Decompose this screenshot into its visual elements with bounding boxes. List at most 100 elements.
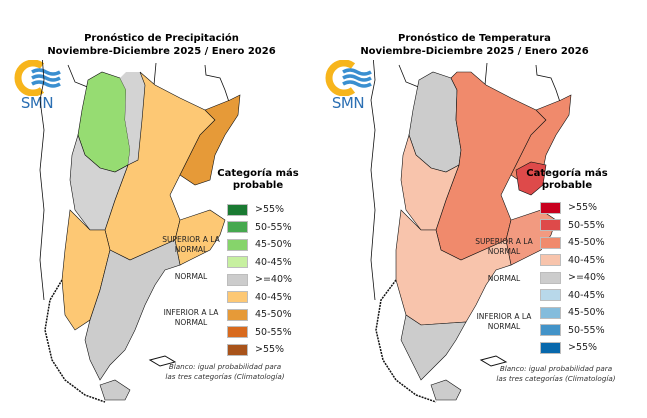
title-line-1: Pronóstico de Precipitación <box>84 33 239 44</box>
legend-item: 45-50% <box>540 304 605 322</box>
legend-swatch <box>227 343 248 356</box>
smn-logo: SMN <box>12 59 62 112</box>
note-line-1: Blanco: igual probabilidad para <box>499 364 613 373</box>
precipitation-legend: >55% 50-55% 45-50% 40-45% >=40% 40-45% 45-50% 5… <box>227 201 292 359</box>
legend-label: >55% <box>568 342 598 354</box>
region-north-neutral <box>120 72 145 165</box>
legend-swatch <box>227 203 248 216</box>
legend-item: 40-45% <box>227 254 292 272</box>
legend-label: 50-55% <box>568 324 605 336</box>
group-label-superior: SUPERIOR A LA NORMAL <box>162 235 220 254</box>
legend-item: >55% <box>227 201 292 219</box>
legend-swatch <box>540 324 561 337</box>
legend-swatch <box>540 201 561 214</box>
smn-logo-icon <box>325 59 372 97</box>
title-line-2: Noviembre-Diciembre 2025 / Enero 2026 <box>360 46 589 57</box>
legend-swatch <box>540 271 561 284</box>
smn-logo: SMN <box>323 59 373 112</box>
note-line-1: Blanco: igual probabilidad para <box>168 362 282 371</box>
legend-label: >55% <box>568 202 598 214</box>
group-label-normal: NORMAL <box>487 274 521 283</box>
group-label-superior: SUPERIOR A LA NORMAL <box>475 237 533 256</box>
legend-label: >=40% <box>568 272 606 284</box>
legend-title-line-1: Categoría más <box>217 168 299 179</box>
paraguay-border-line <box>153 62 157 86</box>
legend-item: 40-45% <box>540 287 605 305</box>
logo-text: SMN <box>20 94 54 112</box>
temperature-panel: Pronóstico de Temperatura Noviembre-Dici… <box>323 0 646 418</box>
malvinas-islands <box>479 355 508 367</box>
legend-item: >55% <box>540 199 605 217</box>
legend-label: 40-45% <box>255 256 292 268</box>
logo-text: SMN <box>331 94 365 112</box>
region-south <box>400 314 467 381</box>
legend-title-line-1: Categoría más <box>526 168 608 179</box>
legend-swatch <box>540 254 561 267</box>
legend-item: >=40% <box>540 269 605 287</box>
region-northeast <box>179 94 241 186</box>
legend-item: >55% <box>227 341 292 359</box>
legend-item: 45-50% <box>540 234 605 252</box>
note-line-2: las tres categorías (Climatología) <box>496 373 616 383</box>
region-west-center <box>69 134 129 231</box>
climatology-note: Blanco: igual probabilidad para las tres… <box>150 362 300 381</box>
climatology-note: Blanco: igual probabilidad para las tres… <box>481 364 631 383</box>
precipitation-map <box>39 60 241 403</box>
region-patagonia <box>395 209 512 326</box>
legend-label: 40-45% <box>568 289 605 301</box>
region-hotspot <box>515 161 547 196</box>
legend-label: 45-50% <box>568 307 605 319</box>
legend-item: 50-55% <box>540 322 605 340</box>
legend-item: 45-50% <box>227 306 292 324</box>
legend-swatch <box>540 341 561 354</box>
legend-label: 45-50% <box>255 239 292 251</box>
title-line-2: Noviembre-Diciembre 2025 / Enero 2026 <box>47 46 276 57</box>
legend-label: 45-50% <box>568 237 605 249</box>
group-label-inferior: INFERIOR A LA NORMAL <box>163 308 219 327</box>
legend-item: 45-50% <box>227 236 292 254</box>
group-label-normal: NORMAL <box>174 272 208 281</box>
region-tierra-del-fuego <box>430 379 462 401</box>
note-line-2: las tres categorías (Climatología) <box>165 371 285 381</box>
chile-coastline <box>44 279 106 403</box>
legend-item: 50-55% <box>227 219 292 237</box>
legend-title: Categoría más probable <box>208 168 308 192</box>
title-line-1: Pronóstico de Temperatura <box>398 33 551 44</box>
legend-title: Categoría más probable <box>517 168 617 192</box>
legend-item: 40-45% <box>227 289 292 307</box>
temperature-map <box>370 60 572 403</box>
legend-item: 40-45% <box>540 252 605 270</box>
region-patagonia-east <box>84 239 181 381</box>
legend-label: 50-55% <box>255 326 292 338</box>
precipitation-title: Pronóstico de Precipitación Noviembre-Di… <box>0 32 323 58</box>
chile-border-line <box>370 60 376 301</box>
legend-item: >55% <box>540 339 605 357</box>
legend-item: 50-55% <box>227 324 292 342</box>
legend-label: >=40% <box>255 274 293 286</box>
group-label-inferior: INFERIOR A LA NORMAL <box>476 312 532 331</box>
legend-item: >=40% <box>227 271 292 289</box>
legend-label: >55% <box>255 344 285 356</box>
legend-label: 50-55% <box>255 221 292 233</box>
legend-swatch <box>227 256 248 269</box>
legend-swatch <box>540 289 561 302</box>
legend-label: 40-45% <box>568 254 605 266</box>
smn-logo-icon <box>14 59 61 97</box>
region-west-center <box>400 134 460 231</box>
paraguay-border-line <box>484 62 488 86</box>
region-tierra-del-fuego <box>99 379 131 401</box>
region-center-north <box>435 71 547 261</box>
legend-swatch <box>227 308 248 321</box>
legend-swatch <box>227 326 248 339</box>
legend-label: 40-45% <box>255 291 292 303</box>
legend-label: 50-55% <box>568 219 605 231</box>
legend-label: 45-50% <box>255 309 292 321</box>
legend-label: >55% <box>255 204 285 216</box>
malvinas-islands <box>148 355 177 367</box>
legend-swatch <box>227 238 248 251</box>
legend-title-line-2: probable <box>232 180 284 191</box>
legend-item: 50-55% <box>540 217 605 235</box>
legend-swatch <box>227 221 248 234</box>
legend-title-line-2: probable <box>541 180 593 191</box>
temperature-legend: >55% 50-55% 45-50% 40-45% >=40% 40-45% 45-50% 5… <box>540 199 605 357</box>
